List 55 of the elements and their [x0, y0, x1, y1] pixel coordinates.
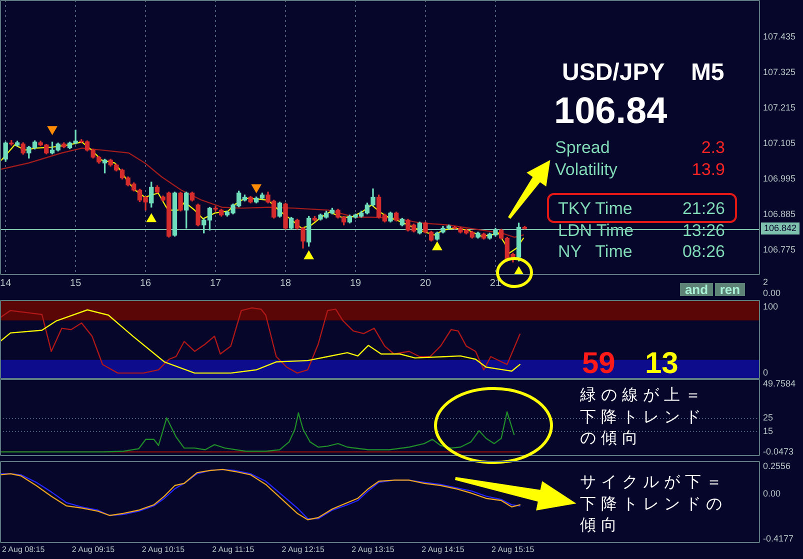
text: USD/JPY M5 [562, 59, 724, 86]
y-tick-label: -0.4177 [763, 533, 794, 544]
point [304, 250, 314, 260]
x-tick-label: 2 Aug 09:15 [72, 545, 116, 554]
annotation: Volatility [555, 160, 618, 178]
annotation: サイクルが下＝下降トレンドの傾向 [580, 471, 728, 536]
x-tick-label: 17 [210, 278, 222, 289]
y-tick-label: 107.325 [763, 67, 796, 78]
annotation: 緑の線が上＝下降トレンドの傾向 [580, 384, 707, 448]
point [252, 184, 262, 193]
x-tick-label: 2 Aug 12:15 [282, 545, 325, 554]
point [146, 214, 156, 222]
annotation: 2.3 [701, 138, 725, 156]
x-tick-label: 2 Aug 08:15 [2, 545, 46, 554]
x-tick-label: 21 [490, 278, 502, 289]
x-tick-label: 2 Aug 11:15 [212, 545, 255, 554]
annotation: 106.84 [554, 90, 668, 130]
x-tick-label: 14 [0, 278, 12, 289]
y-tick-label: 106.995 [763, 174, 796, 184]
x-tick-label: 2 Aug 14:15 [422, 545, 465, 554]
y-tick-label: 15 [763, 426, 774, 436]
y-tick-label: 106.885 [763, 209, 796, 220]
x-tick-label: 16 [140, 278, 152, 289]
x-tick-label: 2 Aug 13:15 [352, 545, 395, 554]
x-tick-label: 2 Aug 10:15 [142, 545, 186, 554]
x-tick-label: 15 [70, 278, 82, 289]
y-tick-label: 100 [763, 302, 778, 312]
y-tick-label: 0 [763, 368, 768, 378]
annotation: TKY Time [558, 198, 632, 218]
x-tick-label: 20 [420, 278, 432, 289]
y-tick-label: 49.7584 [763, 378, 796, 388]
annotation: 08:26 [682, 242, 725, 260]
text: and [680, 282, 713, 297]
x-tick-label: 18 [280, 278, 292, 289]
y-tick-label: 107.215 [763, 102, 796, 113]
annotation: Spread [555, 138, 610, 156]
y-tick-label: 107.105 [763, 138, 796, 148]
x-tick-label: 19 [350, 278, 362, 289]
text: 2 [763, 276, 768, 286]
annotation: 13.9 [692, 160, 725, 178]
annotation: NY Time [558, 242, 632, 260]
annotation: 59 [582, 347, 616, 380]
point [47, 126, 58, 135]
point [432, 242, 442, 250]
ref-line-label: 106.842 [764, 223, 797, 234]
y-tick-label: 0.00 [763, 488, 781, 499]
x-tick-label: 2 Aug 15:15 [492, 545, 535, 554]
y-tick-label: -0.0473 [763, 446, 794, 456]
y-tick-label: 107.435 [763, 32, 796, 42]
y-tick-label: 25 [763, 412, 774, 422]
y-tick-label: 0.2556 [763, 461, 791, 472]
text: ren [715, 282, 745, 297]
y-tick-label: 106.775 [763, 244, 796, 255]
annotation: 21:26 [682, 198, 725, 218]
annotation: 13 [645, 347, 678, 380]
